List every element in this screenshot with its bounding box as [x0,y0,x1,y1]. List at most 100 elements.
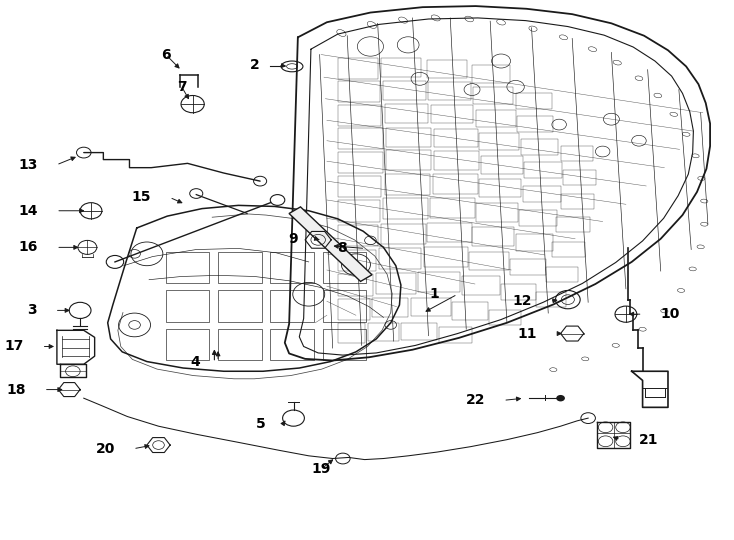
Bar [401,323,437,340]
Text: 2: 2 [250,58,260,72]
Bar [476,110,515,127]
Bar [372,298,408,318]
Bar [385,174,430,194]
Bar [546,267,578,282]
Bar [270,291,314,322]
Polygon shape [289,207,372,281]
Bar [473,87,513,104]
Bar [322,329,366,361]
Bar [472,227,514,246]
Bar [382,224,426,244]
Text: 10: 10 [661,307,680,321]
Bar [166,252,209,283]
Bar [386,128,432,147]
Text: 8: 8 [338,241,347,255]
Bar [563,170,596,185]
Text: 19: 19 [311,462,331,476]
Bar [524,163,562,178]
Bar [481,156,523,174]
Bar [424,247,468,267]
Bar [439,327,472,343]
Bar [418,272,460,292]
Text: 18: 18 [6,382,26,396]
Text: 9: 9 [288,232,298,246]
Bar [521,139,558,155]
Bar [338,105,382,126]
Bar [451,302,488,320]
Bar [433,174,478,193]
Bar [166,291,209,322]
Bar [218,252,261,283]
Bar [432,105,473,124]
Text: 12: 12 [512,294,531,308]
Bar [429,82,470,100]
Bar [218,291,261,322]
Bar [377,273,416,294]
Bar [515,234,553,251]
Bar [270,252,314,283]
Bar [515,93,552,110]
Text: 21: 21 [639,433,658,447]
Text: 11: 11 [518,327,537,341]
Bar [517,116,553,132]
Bar [338,299,370,320]
Bar [469,252,509,270]
Bar [338,152,382,173]
Bar [386,150,432,170]
Bar [166,329,209,361]
Bar [270,329,314,361]
Bar [383,81,426,100]
Bar [501,284,536,300]
Bar [427,222,472,242]
Text: 20: 20 [95,442,115,456]
Bar [338,249,376,271]
Text: 13: 13 [18,158,38,172]
Bar [510,259,546,275]
Bar [382,58,421,77]
Bar [322,252,366,283]
Bar [338,274,373,296]
Bar [552,242,585,257]
Bar [435,129,478,147]
Bar [435,151,479,170]
Bar [561,193,594,208]
Bar [322,291,366,322]
Bar [476,203,517,221]
Bar [462,276,501,295]
Bar [368,323,399,341]
Bar [385,104,429,124]
Text: 14: 14 [18,204,38,218]
Text: 22: 22 [465,393,485,407]
Bar [561,146,593,161]
Bar [523,186,561,202]
Text: 5: 5 [255,416,265,430]
Text: 7: 7 [177,80,186,94]
Bar [338,82,380,102]
Circle shape [270,194,285,205]
Bar [338,176,382,197]
Bar [519,210,557,226]
Bar [427,60,467,78]
Text: 3: 3 [27,303,37,318]
Bar [383,198,429,219]
Bar [479,179,521,197]
Bar [556,217,589,232]
Bar [472,65,510,83]
Bar [338,225,378,246]
Text: 1: 1 [429,287,440,301]
Bar [379,248,421,269]
Bar [338,323,366,343]
Bar [338,58,378,79]
Bar [536,292,567,307]
Bar [411,298,451,316]
Text: 4: 4 [190,355,200,369]
Text: 15: 15 [132,190,151,204]
Bar [338,129,382,149]
Bar [430,198,475,218]
Bar [218,329,261,361]
Text: 17: 17 [4,340,23,354]
Circle shape [556,395,565,401]
Text: 6: 6 [161,48,170,62]
Text: 16: 16 [18,240,38,254]
Bar [479,133,519,151]
